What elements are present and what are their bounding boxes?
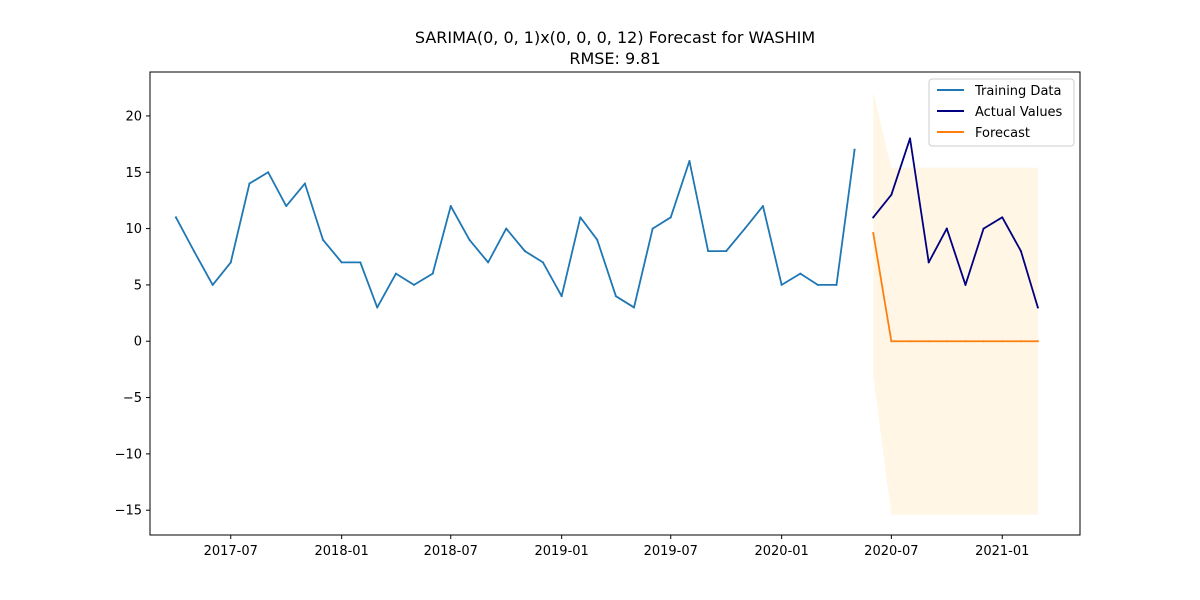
- data-point-training-data: [743, 227, 746, 230]
- y-tick-label: −10: [115, 447, 142, 462]
- confidence-interval-band: [873, 92, 1038, 515]
- y-tick-label: 5: [134, 278, 142, 293]
- data-point-training-data: [412, 283, 415, 286]
- data-point-training-data: [780, 283, 783, 286]
- series-line-forecast: [872, 232, 1039, 343]
- data-point-training-data: [541, 261, 544, 264]
- data-point-training-data: [688, 160, 691, 162]
- data-point-training-data: [267, 171, 270, 174]
- y-tick-label: 10: [125, 222, 142, 237]
- legend-label-training: Training Data: [974, 84, 1061, 99]
- data-point-training-data: [579, 216, 582, 219]
- data-point-actual-values: [964, 283, 967, 286]
- legend-label-forecast: Forecast: [975, 126, 1030, 141]
- data-point-actual-values: [890, 193, 893, 196]
- data-point-actual-values: [945, 227, 948, 230]
- data-point-training-data: [596, 238, 599, 241]
- series-line-training-data: [174, 148, 856, 309]
- data-point-training-data: [229, 261, 232, 264]
- data-point-training-data: [487, 261, 490, 264]
- x-tick-label: 2018-07: [424, 544, 478, 559]
- data-point-forecast: [1001, 340, 1004, 343]
- data-point-training-data: [799, 272, 802, 275]
- data-point-training-data: [816, 283, 819, 286]
- data-point-forecast: [890, 340, 893, 343]
- data-point-actual-values: [909, 137, 912, 140]
- data-point-training-data: [632, 306, 635, 309]
- data-point-forecast: [909, 340, 912, 343]
- data-point-training-data: [211, 283, 214, 286]
- data-point-forecast: [1019, 340, 1022, 343]
- data-point-training-data: [449, 205, 452, 208]
- data-point-actual-values: [982, 227, 985, 230]
- x-tick-label: 2019-07: [644, 544, 698, 559]
- data-point-forecast: [927, 340, 930, 343]
- data-point-forecast: [945, 340, 948, 343]
- chart-title: SARIMA(0, 0, 1)x(0, 0, 0, 12) Forecast f…: [415, 28, 815, 47]
- legend-box: [928, 78, 1075, 147]
- y-axis: −15 −10 −5 0 5 10 15 20: [115, 109, 150, 519]
- y-tick-label: −15: [115, 504, 142, 519]
- x-tick-label: 2019-01: [534, 544, 588, 559]
- data-point-actual-values: [1019, 250, 1022, 253]
- data-point-training-data: [725, 250, 728, 253]
- data-point-training-data: [340, 261, 343, 264]
- y-tick-label: 15: [125, 166, 142, 181]
- data-point-training-data: [376, 306, 379, 309]
- data-point-training-data: [835, 283, 838, 286]
- data-point-actual-values: [927, 261, 930, 264]
- data-point-training-data: [651, 227, 654, 230]
- data-point-training-data: [560, 295, 563, 298]
- data-point-actual-values: [1036, 306, 1039, 309]
- data-point-training-data: [193, 250, 195, 253]
- data-point-actual-values: [872, 216, 875, 219]
- chart-subtitle: RMSE: 9.81: [569, 49, 660, 68]
- x-tick-label: 2020-01: [754, 544, 808, 559]
- y-tick-label: −5: [123, 391, 142, 406]
- x-tick-label: 2018-01: [315, 544, 369, 559]
- data-point-training-data: [285, 205, 288, 208]
- data-point-training-data: [761, 205, 764, 208]
- data-point-forecast: [1036, 340, 1039, 343]
- data-point-training-data: [359, 261, 362, 264]
- data-point-actual-values: [1001, 216, 1004, 219]
- series-layer: [174, 137, 1039, 343]
- data-point-training-data: [505, 227, 508, 230]
- data-point-training-data: [523, 250, 526, 253]
- data-point-forecast: [982, 340, 985, 343]
- data-point-training-data: [468, 238, 471, 241]
- data-point-training-data: [669, 216, 672, 219]
- data-point-training-data: [431, 272, 434, 275]
- legend: Training Data Actual Values Forecast: [928, 78, 1075, 147]
- x-tick-label: 2021-01: [975, 544, 1029, 559]
- y-tick-label: 0: [134, 335, 142, 350]
- y-tick-label: 20: [125, 109, 142, 124]
- data-point-training-data: [303, 182, 306, 185]
- data-point-training-data: [321, 238, 324, 241]
- data-point-training-data: [174, 216, 177, 219]
- data-point-training-data: [853, 148, 856, 151]
- x-axis: 2017-07 2018-01 2018-07 2019-01 2019-07 2020-…: [204, 535, 1029, 559]
- data-point-training-data: [614, 295, 617, 298]
- legend-label-actual: Actual Values: [975, 105, 1063, 120]
- x-tick-label: 2017-07: [204, 544, 258, 559]
- data-point-training-data: [707, 250, 710, 253]
- series-line-actual-values: [872, 137, 1039, 309]
- data-point-training-data: [394, 272, 397, 275]
- data-point-forecast: [964, 340, 967, 343]
- data-point-forecast: [872, 232, 875, 235]
- confidence-band-layer: [873, 92, 1038, 515]
- plot-area-frame: [149, 71, 1081, 536]
- data-point-training-data: [248, 182, 251, 185]
- x-tick-label: 2020-07: [864, 544, 918, 559]
